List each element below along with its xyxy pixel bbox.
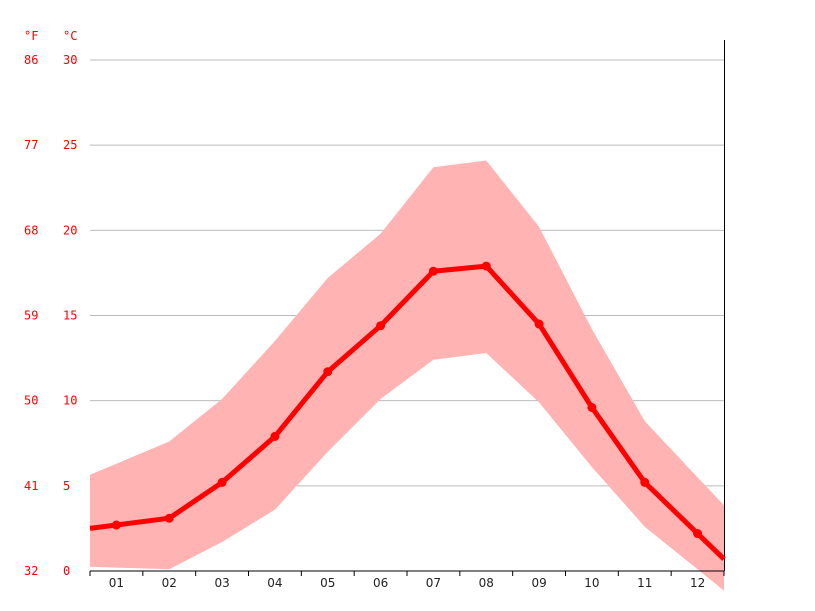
y-tick-fahrenheit: 68 [24,223,38,237]
mean-point [323,367,333,377]
x-tick-label: 04 [267,576,282,590]
mean-point [534,319,544,329]
mean-point [481,261,491,271]
mean-point [640,477,650,487]
x-tick-label: 11 [637,576,652,590]
x-tick-label: 01 [109,576,124,590]
mean-point [428,266,438,276]
y-tick-fahrenheit: 50 [24,394,38,408]
y-tick-celsius: 15 [63,309,77,323]
fahrenheit-unit-label: °F [24,29,38,43]
mean-temperature-line [89,261,726,561]
y-tick-celsius: 25 [63,138,77,152]
y-tick-celsius: 30 [63,53,77,67]
y-tick-fahrenheit: 41 [24,479,38,493]
y-tick-celsius: 5 [63,479,70,493]
mean-point [164,513,174,523]
x-tick-label: 12 [690,576,705,590]
x-tick-label: 10 [584,576,599,590]
range-band-area [90,160,724,591]
temperature-range-band [90,160,724,591]
mean-point [587,402,597,412]
mean-point [376,321,386,331]
x-tick-label: 05 [320,576,335,590]
x-tick-label: 09 [531,576,546,590]
y-tick-celsius: 0 [63,564,70,578]
axes [89,40,725,576]
y-tick-celsius: 20 [63,223,77,237]
x-tick-label: 03 [214,576,229,590]
tick-labels: 0 32 5 41 10 50 15 59 20 68 25 77 30 86 01 02 03 04 05 06 07… [24,53,705,590]
celsius-unit-label: °C [63,29,77,43]
y-tick-fahrenheit: 77 [24,138,38,152]
mean-point [111,520,121,530]
y-tick-fahrenheit: 32 [24,564,38,578]
x-tick-label: 08 [479,576,494,590]
mean-line [89,263,726,561]
x-tick-label: 02 [162,576,177,590]
y-tick-fahrenheit: 59 [24,309,38,323]
x-tick-label: 06 [373,576,388,590]
mean-point [693,529,703,539]
x-tick-label: 07 [426,576,441,590]
mean-point [270,431,280,441]
y-tick-fahrenheit: 86 [24,53,38,67]
y-tick-celsius: 10 [63,394,77,408]
mean-point [217,477,227,487]
